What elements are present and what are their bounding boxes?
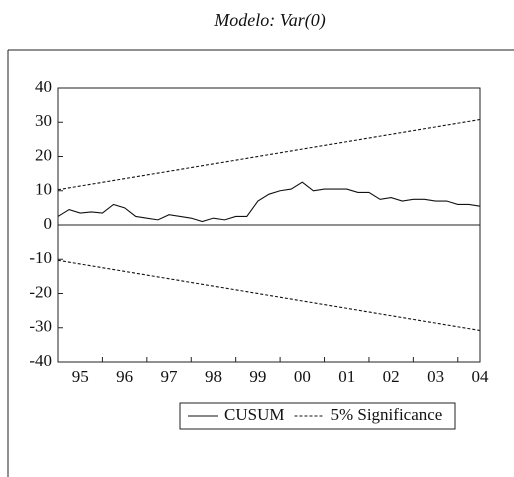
x-tick-label: 01 (338, 367, 355, 386)
x-tick-label: 97 (161, 367, 179, 386)
y-tick-label: 20 (35, 145, 52, 164)
x-tick-label: 03 (427, 367, 444, 386)
legend-label: 5% Significance (330, 405, 442, 424)
x-tick-label: 96 (116, 367, 133, 386)
x-tick-label: 99 (249, 367, 266, 386)
series-line (57, 181, 481, 223)
x-tick-label: 98 (205, 367, 222, 386)
y-tick-label: -30 (29, 317, 52, 336)
x-tick-label: 00 (294, 367, 311, 386)
x-tick-label: 02 (383, 367, 400, 386)
y-tick-label: 10 (35, 180, 52, 199)
x-tick-label: 95 (72, 367, 89, 386)
chart-title: Modelo: Var(0) (213, 10, 325, 31)
legend-label: CUSUM (224, 405, 284, 424)
y-tick-label: 0 (44, 214, 53, 233)
y-tick-label: 40 (35, 77, 52, 96)
x-tick-label: 04 (472, 367, 490, 386)
y-tick-label: -10 (29, 248, 52, 267)
y-tick-label: -40 (29, 351, 52, 370)
series-line (57, 259, 481, 332)
y-tick-label: -20 (29, 282, 52, 301)
legend-box (179, 402, 456, 430)
y-tick-label: 30 (35, 111, 52, 130)
series-line (57, 118, 481, 191)
